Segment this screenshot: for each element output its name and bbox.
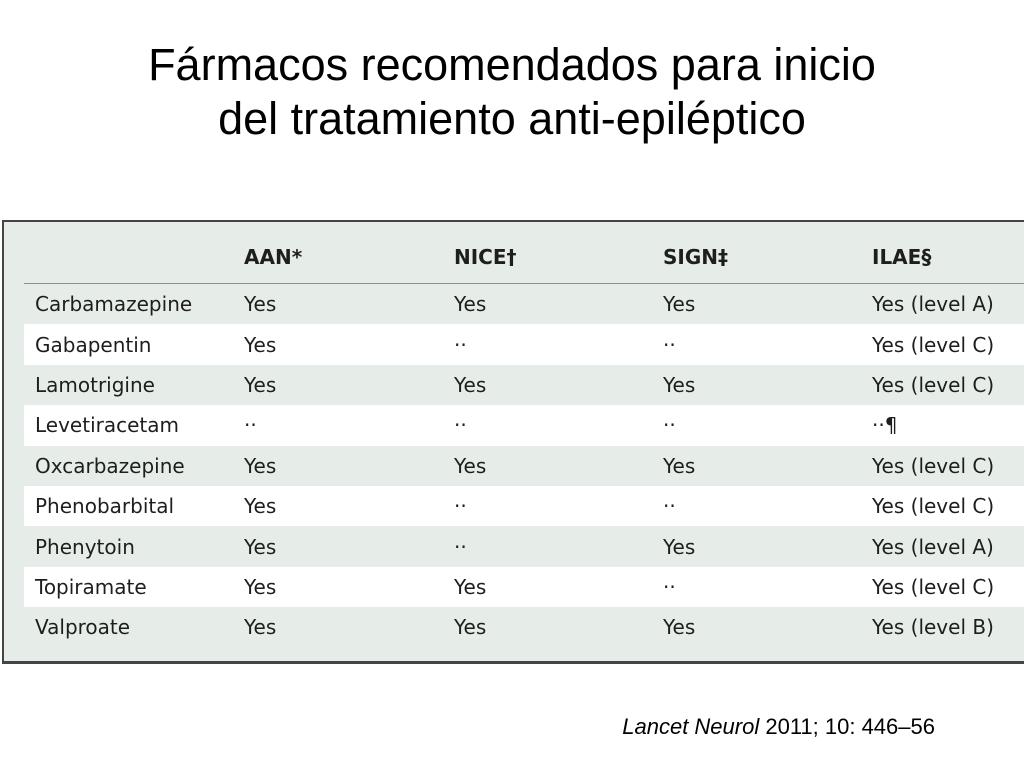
citation-details: 2011; 10: 446–56: [759, 714, 935, 739]
ilae-value: Yes (level C): [872, 453, 995, 478]
aan-value: Yes: [244, 534, 277, 559]
drug-name: Gabapentin: [35, 332, 152, 357]
nice-value: ··: [454, 332, 467, 357]
drug-name: Oxcarbazepine: [35, 453, 185, 478]
ilae-value: Yes (level B): [872, 615, 994, 640]
drug-name: Levetiracetam: [35, 413, 179, 438]
citation-journal: Lancet Neurol: [622, 714, 760, 739]
sign-value: Yes: [663, 372, 696, 397]
header-ilae: ILAE§: [872, 245, 932, 269]
header-aan: AAN*: [244, 245, 303, 269]
table-row: Oxcarbazepine Yes Yes Yes Yes (level C): [24, 446, 1024, 486]
ilae-value: Yes (level C): [872, 332, 995, 357]
slide-title-line-2: del tratamiento anti-epiléptico: [218, 93, 806, 144]
aan-value: Yes: [244, 494, 277, 519]
drug-name: Phenytoin: [35, 534, 135, 559]
ilae-value: Yes (level A): [872, 292, 994, 317]
nice-value: Yes: [454, 372, 487, 397]
ilae-value: ··¶: [872, 413, 898, 438]
header-sign: SIGN‡: [663, 245, 728, 269]
nice-value: ··: [454, 494, 467, 519]
ilae-value: Yes (level C): [872, 372, 995, 397]
drug-name: Topiramate: [35, 574, 147, 599]
header-nice: NICE†: [454, 245, 517, 269]
nice-value: ··: [454, 413, 467, 438]
nice-value: ··: [454, 534, 467, 559]
ilae-value: Yes (level A): [872, 534, 994, 559]
aan-value: Yes: [244, 372, 277, 397]
slide-title-line-1: Fármacos recomendados para inicio: [148, 39, 876, 90]
sign-value: Yes: [663, 615, 696, 640]
sign-value: ··: [663, 413, 676, 438]
sign-value: ··: [663, 332, 676, 357]
drug-recommendation-table: AAN* NICE† SIGN‡ ILAE§ Carbamazepine Yes…: [2, 220, 1024, 664]
nice-value: Yes: [454, 615, 487, 640]
aan-value: ··: [244, 413, 257, 438]
drug-name: Phenobarbital: [35, 494, 175, 519]
drug-name: Lamotrigine: [35, 372, 155, 397]
aan-value: Yes: [244, 332, 277, 357]
aan-value: Yes: [244, 453, 277, 478]
ilae-value: Yes (level C): [872, 574, 995, 599]
ilae-value: Yes (level C): [872, 494, 995, 519]
table-row: Phenytoin Yes ·· Yes Yes (level A): [24, 526, 1024, 566]
table-row: Phenobarbital Yes ·· ·· Yes (level C): [24, 485, 1024, 527]
table-header-row: AAN* NICE† SIGN‡ ILAE§: [24, 222, 1024, 284]
sign-value: Yes: [663, 453, 696, 478]
table-row: Topiramate Yes Yes ·· Yes (level C): [24, 566, 1024, 608]
sign-value: ··: [663, 494, 676, 519]
aan-value: Yes: [244, 615, 277, 640]
table-row: Gabapentin Yes ·· ·· Yes (level C): [24, 324, 1024, 365]
source-citation: Lancet Neurol 2011; 10: 446–56: [622, 714, 935, 740]
sign-value: ··: [663, 574, 676, 599]
nice-value: Yes: [454, 574, 487, 599]
table-row: Lamotrigine Yes Yes Yes Yes (level C): [24, 365, 1024, 405]
table-row: Levetiracetam ·· ·· ·· ··¶: [24, 405, 1024, 446]
drug-name: Valproate: [35, 615, 131, 640]
aan-value: Yes: [244, 292, 277, 317]
table-row: Carbamazepine Yes Yes Yes Yes (level A): [24, 284, 1024, 324]
nice-value: Yes: [454, 292, 487, 317]
slide-title: Fármacos recomendados para inicio del tr…: [0, 38, 1024, 146]
sign-value: Yes: [663, 534, 696, 559]
table-row: Valproate Yes Yes Yes Yes (level B): [24, 607, 1024, 647]
aan-value: Yes: [244, 574, 277, 599]
drug-name: Carbamazepine: [35, 292, 193, 317]
nice-value: Yes: [454, 453, 487, 478]
sign-value: Yes: [663, 292, 696, 317]
